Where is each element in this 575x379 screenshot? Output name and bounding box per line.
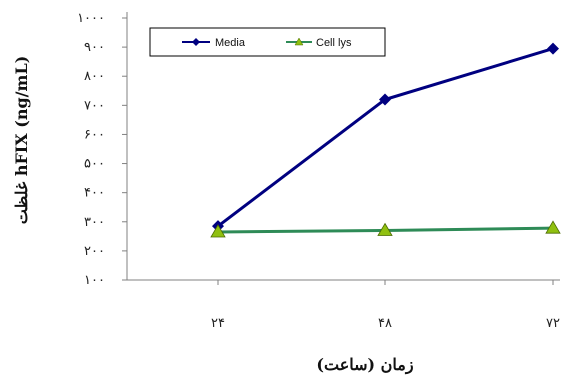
x-axis-title: زمان (ساعت) [316, 355, 413, 375]
x-tick-label: ۲۴ [211, 316, 225, 331]
series-layer [210, 42, 561, 238]
point-media [379, 93, 391, 106]
legend-marker-media [192, 38, 200, 46]
y-tick-label: ۶۰۰ [84, 127, 105, 142]
legend-marker-cell-lys [294, 37, 304, 46]
y-tick-label: ۵۰۰ [84, 157, 105, 172]
point-media [547, 42, 559, 55]
y-tick-label: ۲۰۰ [84, 244, 105, 259]
y-tick-label: ۷۰۰ [84, 98, 105, 113]
legend-label-cell-lys: Cell lys [316, 37, 352, 49]
legend: Media Cell lys [149, 27, 386, 57]
y-tick-label: ۱۰۰ [84, 273, 105, 288]
y-axis-title: غلظت hFIX (ng/mL) [12, 56, 31, 225]
point-cell-lys [545, 220, 561, 234]
y-tick-label: ۸۰۰ [84, 69, 105, 84]
point-cell-lys [377, 222, 393, 236]
x-ticks: ۲۴ ۴۸ ۷۲ [211, 280, 560, 331]
y-tick-label: ۳۰۰ [84, 215, 105, 230]
y-tick-label: ۱۰۰۰ [77, 11, 105, 26]
y-tick-label: ۴۰۰ [84, 186, 105, 201]
legend-label-media: Media [215, 37, 246, 49]
axes [126, 12, 560, 281]
series-line-media [217, 47, 554, 228]
x-tick-label: ۷۲ [546, 316, 560, 331]
point-cell-lys [210, 224, 226, 238]
y-tick-label: ۹۰۰ [84, 40, 105, 55]
y-ticks: ۱۰۰ ۲۰۰ ۳۰۰ ۴۰۰ ۵۰۰ ۶۰۰ ۷۰۰ ۸۰۰ ۹۰۰ ۱۰۰۰ [77, 11, 127, 288]
x-tick-label: ۴۸ [378, 316, 392, 331]
